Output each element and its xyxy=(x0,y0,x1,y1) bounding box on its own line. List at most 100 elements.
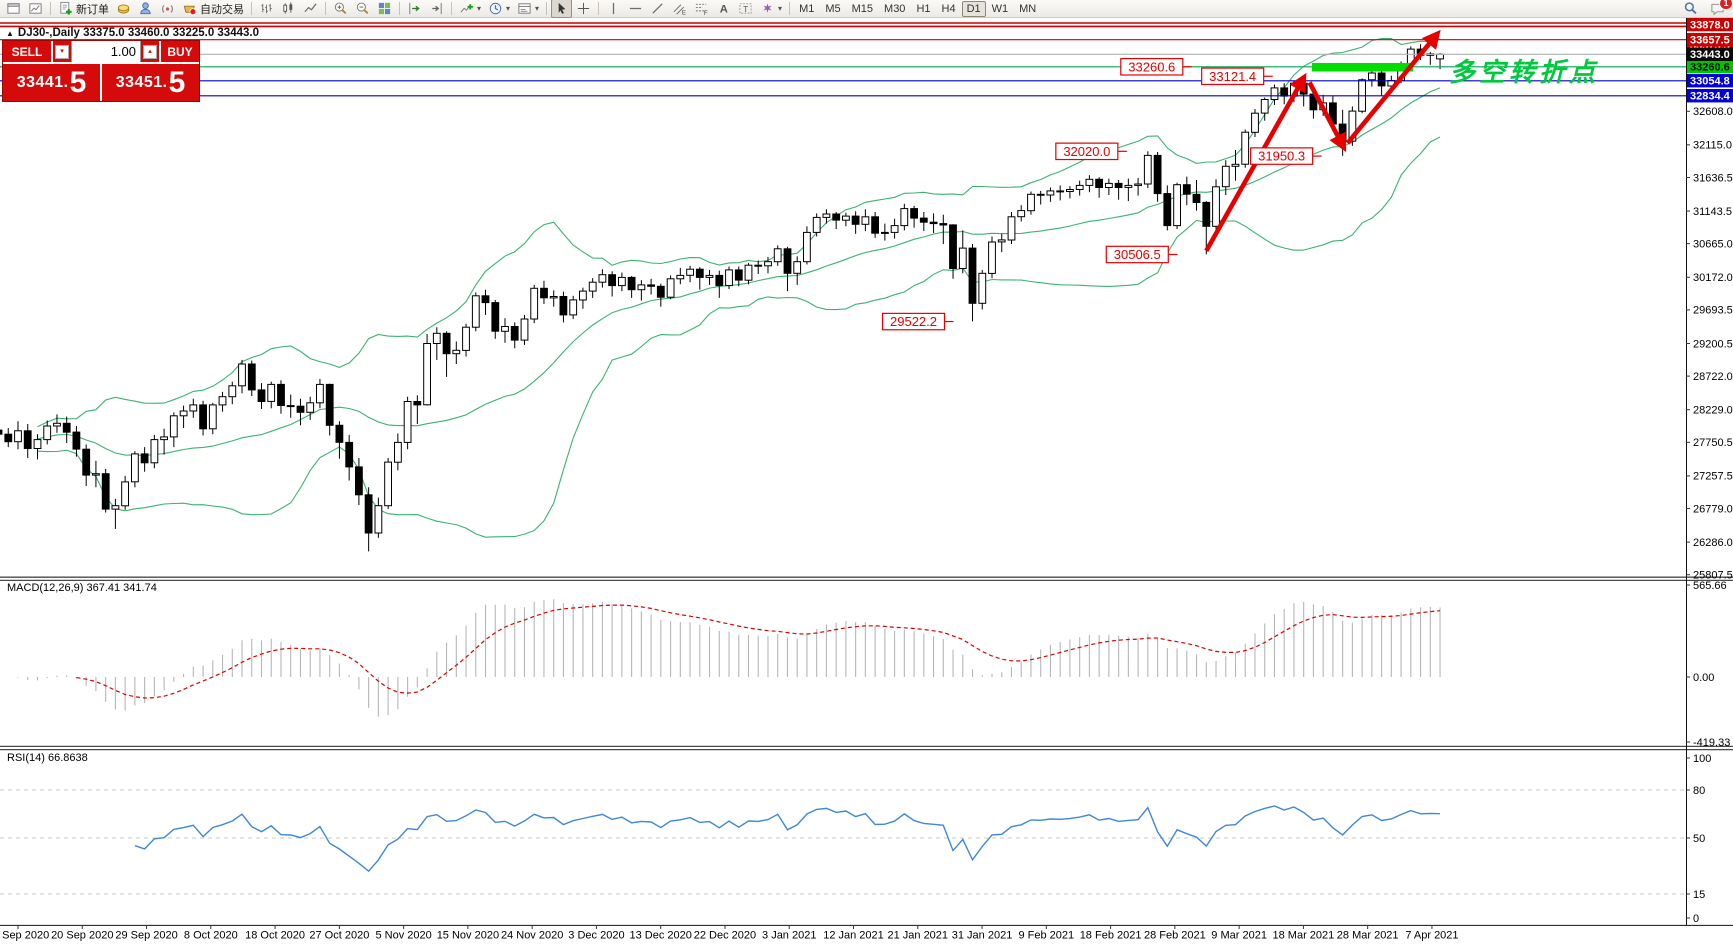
svg-text:-419.33: -419.33 xyxy=(1693,737,1730,749)
toolbar-separator xyxy=(251,2,252,15)
text-label-tool-button[interactable]: T xyxy=(735,0,756,18)
signals-button[interactable] xyxy=(157,0,178,18)
svg-text:0.00: 0.00 xyxy=(1693,672,1714,684)
periods-button[interactable]: ▾ xyxy=(485,0,513,18)
vertical-line-icon xyxy=(612,2,615,15)
main-chart[interactable]: 33260.6 33121.4 32020.0 31950.3 30506.5 29522… xyxy=(0,22,1686,552)
price-label-32834.4: 32834.4 xyxy=(1687,89,1733,103)
dropdown-caret-icon: ▾ xyxy=(477,3,482,13)
trendline-tool-button[interactable] xyxy=(647,0,668,18)
sell-price[interactable]: 33441. 5 xyxy=(3,64,102,101)
indicators-button[interactable]: ▾ xyxy=(456,0,484,18)
zoom-in-button[interactable] xyxy=(330,0,351,18)
volume-increase-button[interactable]: ▴ xyxy=(141,41,159,62)
macd-signal-line xyxy=(76,604,1441,699)
svg-text:A: A xyxy=(720,3,728,15)
svg-text:18 Feb 2021: 18 Feb 2021 xyxy=(1080,930,1142,942)
timeframe-button-M5[interactable]: M5 xyxy=(825,2,841,15)
line-chart-mode-button[interactable] xyxy=(300,0,321,18)
volume-decrease-button[interactable]: ▾ xyxy=(53,41,71,62)
sell-price-big-digit: 5 xyxy=(69,65,87,99)
buy-price-main: 33451. xyxy=(115,73,168,91)
auto-trading-button[interactable]: 自动交易 xyxy=(179,0,247,18)
price-callout-33260.6[interactable]: 33260.6 xyxy=(1120,57,1192,76)
tile-windows-icon xyxy=(378,2,391,15)
vertical-line-tool-button[interactable] xyxy=(603,0,624,18)
deposit-button[interactable] xyxy=(113,0,134,18)
channel-tool-button[interactable]: E xyxy=(669,0,690,18)
search-button[interactable] xyxy=(1680,0,1701,18)
buy-price[interactable]: 33451. 5 xyxy=(102,64,199,101)
toolbar-separator xyxy=(325,2,326,15)
rsi-line xyxy=(134,805,1441,873)
timeframe-button-D1[interactable]: D1 xyxy=(961,0,986,17)
user-icon xyxy=(140,2,151,15)
cursor-tool-button[interactable] xyxy=(551,0,573,18)
price-label-33878.0: 33878.0 xyxy=(1687,17,1733,32)
notifications-button[interactable]: 1 xyxy=(1707,0,1733,18)
price-axis[interactable]: 32608.0 32115.0 31636.5 31143.5 30665.0 30172… xyxy=(1686,17,1733,925)
rsi-panel[interactable] xyxy=(0,789,1686,895)
buy-button[interactable]: BUY xyxy=(159,41,199,62)
clock-icon xyxy=(489,2,502,15)
svg-text:29693.5: 29693.5 xyxy=(1693,305,1733,317)
price-callout-30506.5[interactable]: 30506.5 xyxy=(1105,245,1178,264)
timeframe-button-W1[interactable]: W1 xyxy=(991,2,1009,15)
timeframe-button-H4[interactable]: H4 xyxy=(941,2,956,15)
zoom-out-button[interactable] xyxy=(352,0,373,18)
macd-panel[interactable] xyxy=(17,599,1441,717)
auto-scroll-button[interactable] xyxy=(426,0,447,18)
svg-text:32115.0: 32115.0 xyxy=(1693,140,1732,152)
candles xyxy=(0,44,1444,552)
svg-text:15 Nov 2020: 15 Nov 2020 xyxy=(437,930,499,942)
timeframe-button-H1[interactable]: H1 xyxy=(916,2,931,15)
text-tool-button[interactable]: A xyxy=(713,0,734,18)
svg-text:3 Dec 2020: 3 Dec 2020 xyxy=(568,930,624,942)
candlestick-mode-button[interactable] xyxy=(278,0,299,18)
price-callout-29522.2[interactable]: 29522.2 xyxy=(881,312,954,331)
templates-button[interactable]: ▾ xyxy=(514,0,542,18)
new-order-label: 新订单 xyxy=(76,3,109,16)
dropdown-caret-icon: ▾ xyxy=(535,3,540,13)
fibonacci-icon: F xyxy=(695,3,708,16)
symbol-marker-icon: ▲ xyxy=(6,28,14,38)
price-label-33657.5: 33657.5 xyxy=(1687,32,1733,47)
bull-bear-turning-point-note[interactable]: 多空转折点 xyxy=(1449,57,1600,87)
timeframe-button-MN[interactable]: MN xyxy=(1019,2,1037,15)
chart-shift-button[interactable] xyxy=(404,0,425,18)
volume-input[interactable] xyxy=(71,41,141,62)
price-callout-33121.4[interactable]: 33121.4 xyxy=(1201,67,1273,86)
price-label-33260.6: 33260.6 xyxy=(1687,59,1733,74)
green-highlight-bar[interactable] xyxy=(1312,63,1413,72)
zoom-out-icon xyxy=(356,2,369,14)
horizontal-line-tool-button[interactable] xyxy=(625,0,646,18)
price-callout-32020.0[interactable]: 32020.0 xyxy=(1055,142,1127,161)
bar-chart-mode-button[interactable] xyxy=(256,0,277,18)
arrows-tool-button[interactable]: ▾ xyxy=(757,0,785,18)
trend-arrow-3[interactable] xyxy=(1345,29,1441,145)
rsi-label: RSI(14) 66.8638 xyxy=(7,752,88,764)
trend-arrow-2[interactable] xyxy=(1307,81,1347,153)
new-chart-button[interactable] xyxy=(3,0,24,18)
svg-text:565.66: 565.66 xyxy=(1693,580,1727,592)
accounts-button[interactable] xyxy=(135,0,156,18)
chart-profiles-button[interactable] xyxy=(25,0,46,18)
tile-windows-button[interactable] xyxy=(374,0,395,18)
svg-text:33121.4: 33121.4 xyxy=(1209,69,1256,84)
svg-text:25807.5: 25807.5 xyxy=(1693,570,1733,582)
price-callout-31950.3[interactable]: 31950.3 xyxy=(1250,147,1322,165)
sell-button[interactable]: SELL xyxy=(3,41,53,62)
svg-text:27 Oct 2020: 27 Oct 2020 xyxy=(309,930,369,942)
fibonacci-tool-button[interactable]: F xyxy=(691,0,712,18)
timeframe-button-M30[interactable]: M30 xyxy=(884,2,906,15)
one-click-trade-panel: SELL ▾ ▴ BUY 33441.5 33451.5 xyxy=(2,40,200,102)
toolbar-separator xyxy=(399,2,400,15)
timeframe-button-M1[interactable]: M1 xyxy=(799,2,815,15)
new-order-button[interactable]: 新订单 xyxy=(55,0,112,18)
svg-text:28 Feb 2021: 28 Feb 2021 xyxy=(1144,930,1206,942)
timeframe-button-M15[interactable]: M15 xyxy=(851,2,874,15)
crosshair-tool-button[interactable] xyxy=(573,0,594,18)
svg-text:50: 50 xyxy=(1693,833,1705,845)
